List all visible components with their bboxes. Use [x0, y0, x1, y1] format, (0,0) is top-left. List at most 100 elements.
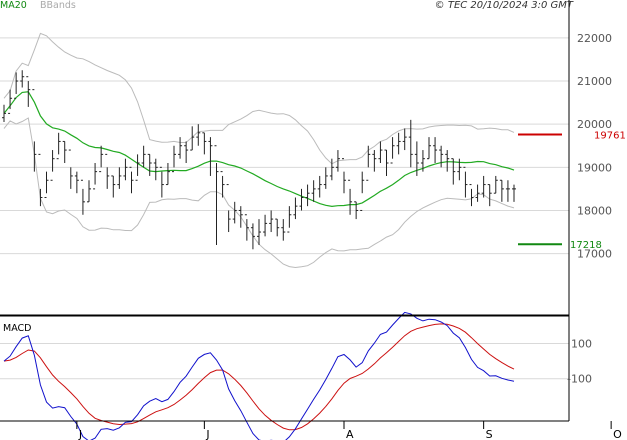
y-tick-label: 21000 — [577, 75, 612, 88]
ohlc-bar — [263, 214, 268, 237]
ohlc-bar — [499, 179, 504, 202]
ohlc-bar — [129, 166, 134, 194]
ohlc-bar — [323, 167, 328, 189]
ohlc-bar — [153, 158, 158, 181]
ohlc-bar — [439, 145, 444, 168]
legend-ma20: MA20 — [0, 0, 27, 11]
price-grid — [0, 37, 569, 255]
ohlc-bar — [232, 201, 237, 224]
ma20-line — [3, 91, 515, 208]
ohlc-bar — [493, 175, 498, 194]
month-label: J — [78, 428, 82, 440]
y-axis-labels: 17000 18000 19000 20000 21000 22000 100 -100 — [567, 32, 612, 386]
ohlc-bar — [360, 171, 365, 211]
ohlc-bar — [178, 137, 183, 159]
copyright-timestamp: © TEC 20/10/2024 3:0 GMT — [435, 0, 574, 11]
ohlc-bars — [2, 70, 516, 250]
month-label: S — [486, 428, 493, 440]
ohlc-bar — [80, 179, 85, 215]
ohlc-bar — [329, 158, 334, 181]
ohlc-bar — [220, 171, 225, 198]
ohlc-bar — [14, 72, 19, 99]
ohlc-bar — [250, 223, 255, 250]
ohlc-bar — [20, 70, 25, 88]
macd-tick-label: -100 — [567, 373, 592, 386]
ohlc-bar — [348, 179, 353, 215]
ohlc-bar — [44, 171, 49, 199]
y-tick-label: 22000 — [577, 32, 612, 45]
ohlc-bar — [184, 141, 189, 163]
ohlc-bar — [226, 184, 231, 233]
month-label: A — [346, 428, 354, 440]
ohlc-bar — [208, 137, 213, 176]
ohlc-bar — [93, 163, 98, 190]
ohlc-bar — [62, 140, 67, 163]
ohlc-bar — [366, 145, 371, 181]
ohlc-bar — [123, 158, 128, 181]
ohlc-bar — [141, 145, 146, 168]
y-tick-label: 19000 — [577, 161, 612, 174]
ohlc-bar — [299, 188, 304, 211]
ohlc-bar — [165, 163, 170, 186]
month-label: J — [205, 428, 209, 440]
ohlc-bar — [111, 175, 116, 198]
macd-tick-label: 100 — [571, 337, 592, 350]
ohlc-bar — [257, 219, 261, 245]
ohlc-bar — [311, 180, 316, 202]
ohlc-bar — [420, 150, 425, 172]
ohlc-bar — [372, 150, 377, 172]
ohlc-bar — [335, 150, 340, 172]
ohlc-bar — [475, 184, 480, 202]
ohlc-bar — [457, 158, 462, 181]
ohlc-bar — [135, 154, 140, 181]
ohlc-bar — [68, 149, 73, 189]
month-label: O — [613, 428, 622, 440]
ohlc-bar — [427, 137, 431, 160]
ohlc-bar — [32, 89, 37, 172]
ohlc-bar — [451, 158, 456, 185]
ohlc-bar — [390, 137, 395, 164]
ohlc-bar — [50, 150, 55, 181]
ohlc-bar — [305, 184, 310, 207]
y-tick-label: 17000 — [577, 248, 612, 261]
ohlc-bar — [38, 153, 43, 207]
ohlc-bar — [190, 126, 195, 151]
ohlc-bar — [269, 210, 274, 233]
ohlc-bar — [56, 132, 61, 160]
ohlc-bar — [159, 166, 164, 198]
ohlc-bar — [396, 132, 401, 155]
ohlc-bar — [481, 175, 486, 198]
resistance-label: 19761 — [594, 130, 626, 141]
upper-band — [3, 32, 515, 165]
ohlc-bar — [74, 171, 79, 194]
support-label: 17218 — [570, 240, 602, 251]
ma20 — [3, 91, 515, 208]
ohlc-bar — [505, 180, 510, 202]
ohlc-bar — [147, 153, 152, 176]
ohlc-bar — [354, 201, 359, 220]
ohlc-bar — [384, 149, 389, 176]
chart-frame — [0, 0, 570, 422]
ohlc-bar — [2, 104, 6, 123]
y-tick-label: 20000 — [577, 118, 612, 131]
ohlc-bar — [99, 145, 104, 173]
macd-line — [3, 311, 515, 440]
ohlc-bar — [293, 197, 298, 220]
ohlc-bar — [414, 141, 419, 176]
ohlc-bar — [238, 206, 243, 228]
ohlc-bar — [275, 218, 280, 237]
ohlc-bar — [244, 214, 249, 241]
ohlc-bar — [202, 132, 207, 155]
ohlc-bar — [317, 175, 322, 198]
ohlc-bar — [172, 145, 176, 173]
ohlc-bar — [445, 150, 450, 172]
ohlc-bar — [287, 206, 292, 233]
ohlc-bar — [117, 167, 122, 189]
ohlc-bar — [512, 184, 516, 202]
ohlc-bar — [196, 124, 201, 146]
ohlc-bar — [214, 145, 219, 245]
macd-signal-line — [3, 323, 515, 431]
ohlc-bar — [105, 153, 110, 189]
